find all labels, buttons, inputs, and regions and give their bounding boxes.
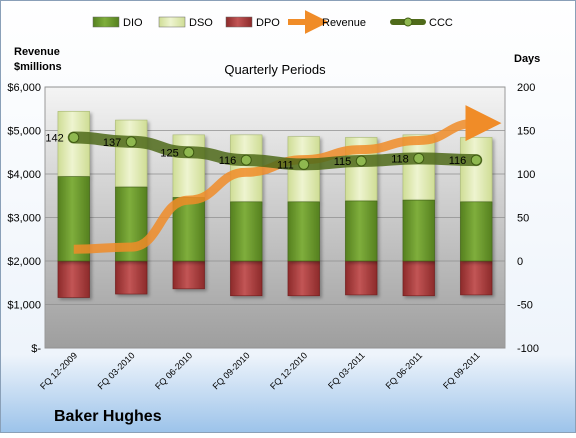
dio-bar [345, 200, 378, 262]
dso-bar [115, 119, 148, 188]
dso-bar [460, 137, 493, 203]
left-tick-label: $4,000 [7, 169, 41, 181]
left-axis-label: Revenue [14, 46, 60, 58]
legend-label: DSO [189, 17, 213, 29]
legend-swatch-dio [92, 16, 120, 28]
right-tick-label: 50 [517, 213, 529, 225]
dpo-bar [287, 260, 320, 297]
ccc-data-label: 125 [160, 147, 178, 159]
left-tick-label: $2,000 [7, 256, 41, 268]
ccc-marker [470, 154, 482, 166]
dio-bar [402, 199, 435, 262]
ccc-data-label: 142 [45, 132, 63, 144]
dio-bar [287, 201, 320, 262]
dpo-bar [230, 260, 263, 297]
left-tick-label: $- [31, 343, 41, 355]
left-tick-label: $6,000 [7, 82, 41, 94]
dpo-bar [460, 260, 493, 296]
ccc-marker [68, 131, 80, 143]
ccc-marker [240, 154, 252, 166]
ccc-data-label: 118 [391, 153, 409, 165]
ccc-marker [355, 155, 367, 167]
ccc-data-label: 115 [334, 156, 352, 168]
right-tick-label: 150 [517, 126, 535, 138]
right-tick-label: 200 [517, 82, 535, 94]
ccc-data-label: 116 [449, 155, 467, 167]
right-tick-label: -100 [517, 343, 539, 355]
dio-bar [460, 201, 493, 262]
dso-bar [402, 134, 435, 201]
legend-swatch-dso [158, 16, 186, 28]
left-tick-label: $5,000 [7, 126, 41, 138]
company-name: Baker Hughes [54, 408, 162, 425]
left-axis-label: $millions [14, 61, 62, 73]
ccc-data-label: 137 [103, 137, 121, 149]
dpo-bar [115, 260, 148, 295]
legend-ccc-marker [403, 17, 413, 27]
legend-label: Revenue [322, 17, 366, 29]
dpo-bar [402, 260, 435, 297]
left-tick-label: $3,000 [7, 213, 41, 225]
right-tick-label: 0 [517, 256, 523, 268]
chart-title: Quarterly Periods [224, 62, 326, 77]
ccc-marker [125, 136, 137, 148]
ccc-marker [298, 158, 310, 170]
ccc-marker [413, 152, 425, 164]
legend-label: DPO [256, 17, 280, 29]
dpo-bar [57, 260, 90, 298]
legend-label: CCC [429, 17, 453, 29]
right-axis-label: Days [514, 53, 540, 65]
dso-bar [57, 111, 90, 177]
dpo-bar [345, 260, 378, 296]
dpo-bar [172, 260, 205, 290]
left-tick-label: $1,000 [7, 300, 41, 312]
dso-bar [172, 134, 205, 198]
revenue-line [73, 105, 502, 254]
legend-label: DIO [123, 17, 143, 29]
right-tick-label: 100 [517, 169, 535, 181]
legend-swatch-dpo [225, 16, 253, 28]
dio-bar [230, 201, 263, 262]
right-tick-label: -50 [517, 300, 533, 312]
ccc-marker [183, 146, 195, 158]
dio-bar [172, 197, 205, 262]
ccc-data-label: 111 [277, 159, 294, 171]
ccc-data-label: 116 [219, 155, 237, 167]
ccc-line [67, 131, 483, 171]
